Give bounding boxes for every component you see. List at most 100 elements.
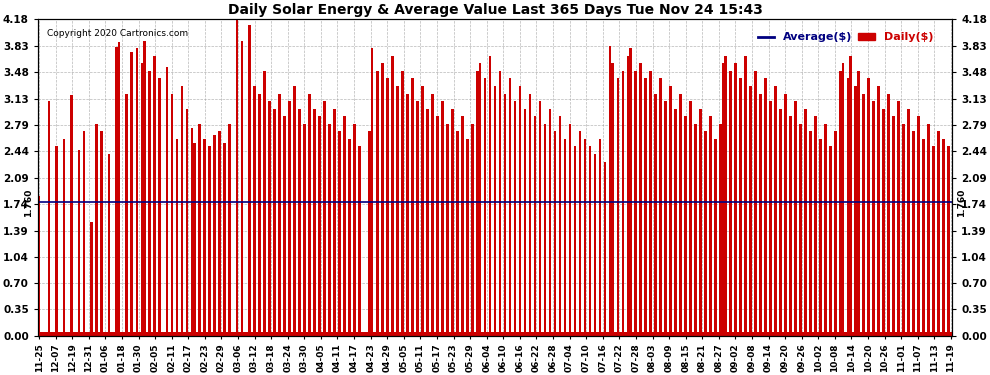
Bar <box>301 332 303 336</box>
Bar <box>201 332 203 336</box>
Bar <box>185 109 188 336</box>
Bar <box>805 109 807 336</box>
Bar <box>887 93 890 336</box>
Bar <box>83 131 85 336</box>
Bar <box>95 124 98 336</box>
Bar <box>448 332 451 336</box>
Bar <box>463 332 466 336</box>
Bar <box>208 147 211 336</box>
Bar <box>874 332 877 336</box>
Bar <box>707 332 709 336</box>
Bar <box>551 332 553 336</box>
Bar <box>496 332 499 336</box>
Bar <box>363 332 366 336</box>
Bar <box>928 124 930 336</box>
Bar <box>900 332 902 336</box>
Bar <box>640 63 642 336</box>
Bar <box>416 101 419 336</box>
Bar <box>118 42 121 336</box>
Bar <box>830 147 832 336</box>
Bar <box>869 332 872 336</box>
Bar <box>612 63 614 336</box>
Bar <box>263 71 265 336</box>
Bar <box>820 139 822 336</box>
Bar <box>296 332 298 336</box>
Bar <box>619 332 622 336</box>
Bar <box>548 109 551 336</box>
Bar <box>676 332 679 336</box>
Bar <box>827 332 830 336</box>
Bar <box>905 332 907 336</box>
Bar <box>629 48 632 336</box>
Bar <box>614 332 617 336</box>
Bar <box>761 332 764 336</box>
Bar <box>694 124 697 336</box>
Bar <box>231 332 234 336</box>
Bar <box>489 56 491 336</box>
Bar <box>930 332 933 336</box>
Bar <box>128 332 131 336</box>
Bar <box>62 139 65 336</box>
Bar <box>236 20 239 336</box>
Bar <box>246 332 248 336</box>
Bar <box>912 131 915 336</box>
Bar <box>684 116 687 336</box>
Bar <box>574 147 576 336</box>
Bar <box>599 139 602 336</box>
Bar <box>519 86 522 336</box>
Bar <box>258 93 260 336</box>
Bar <box>925 332 928 336</box>
Bar <box>316 332 319 336</box>
Bar <box>451 109 453 336</box>
Bar <box>253 86 255 336</box>
Bar <box>221 332 223 336</box>
Bar <box>371 48 373 336</box>
Bar <box>687 332 689 336</box>
Bar <box>244 332 246 336</box>
Bar <box>216 332 218 336</box>
Title: Daily Solar Energy & Average Value Last 365 Days Tue Nov 24 15:43: Daily Solar Energy & Average Value Last … <box>228 3 762 17</box>
Bar <box>607 332 609 336</box>
Bar <box>589 147 591 336</box>
Bar <box>68 332 70 336</box>
Bar <box>907 109 910 336</box>
Bar <box>559 116 561 336</box>
Bar <box>424 332 426 336</box>
Bar <box>306 332 308 336</box>
Bar <box>311 332 314 336</box>
Bar <box>501 332 504 336</box>
Bar <box>702 332 704 336</box>
Bar <box>666 332 669 336</box>
Bar <box>350 332 353 336</box>
Bar <box>920 332 922 336</box>
Bar <box>949 332 952 336</box>
Bar <box>817 332 820 336</box>
Bar <box>644 78 646 336</box>
Bar <box>188 332 191 336</box>
Bar <box>344 116 346 336</box>
Bar <box>444 332 446 336</box>
Bar <box>602 332 604 336</box>
Bar <box>534 116 537 336</box>
Bar <box>414 332 416 336</box>
Bar <box>730 71 732 336</box>
Bar <box>669 86 671 336</box>
Bar <box>123 332 126 336</box>
Bar <box>938 131 940 336</box>
Bar <box>198 124 201 336</box>
Bar <box>479 63 481 336</box>
Bar <box>458 332 461 336</box>
Bar <box>742 332 744 336</box>
Bar <box>509 78 511 336</box>
Bar <box>714 139 717 336</box>
Bar <box>163 332 165 336</box>
Bar <box>218 131 221 336</box>
Bar <box>642 332 644 336</box>
Bar <box>879 332 882 336</box>
Bar <box>314 109 316 336</box>
Bar <box>539 101 542 336</box>
Bar <box>106 332 108 336</box>
Bar <box>517 332 519 336</box>
Bar <box>329 124 331 336</box>
Bar <box>396 86 399 336</box>
